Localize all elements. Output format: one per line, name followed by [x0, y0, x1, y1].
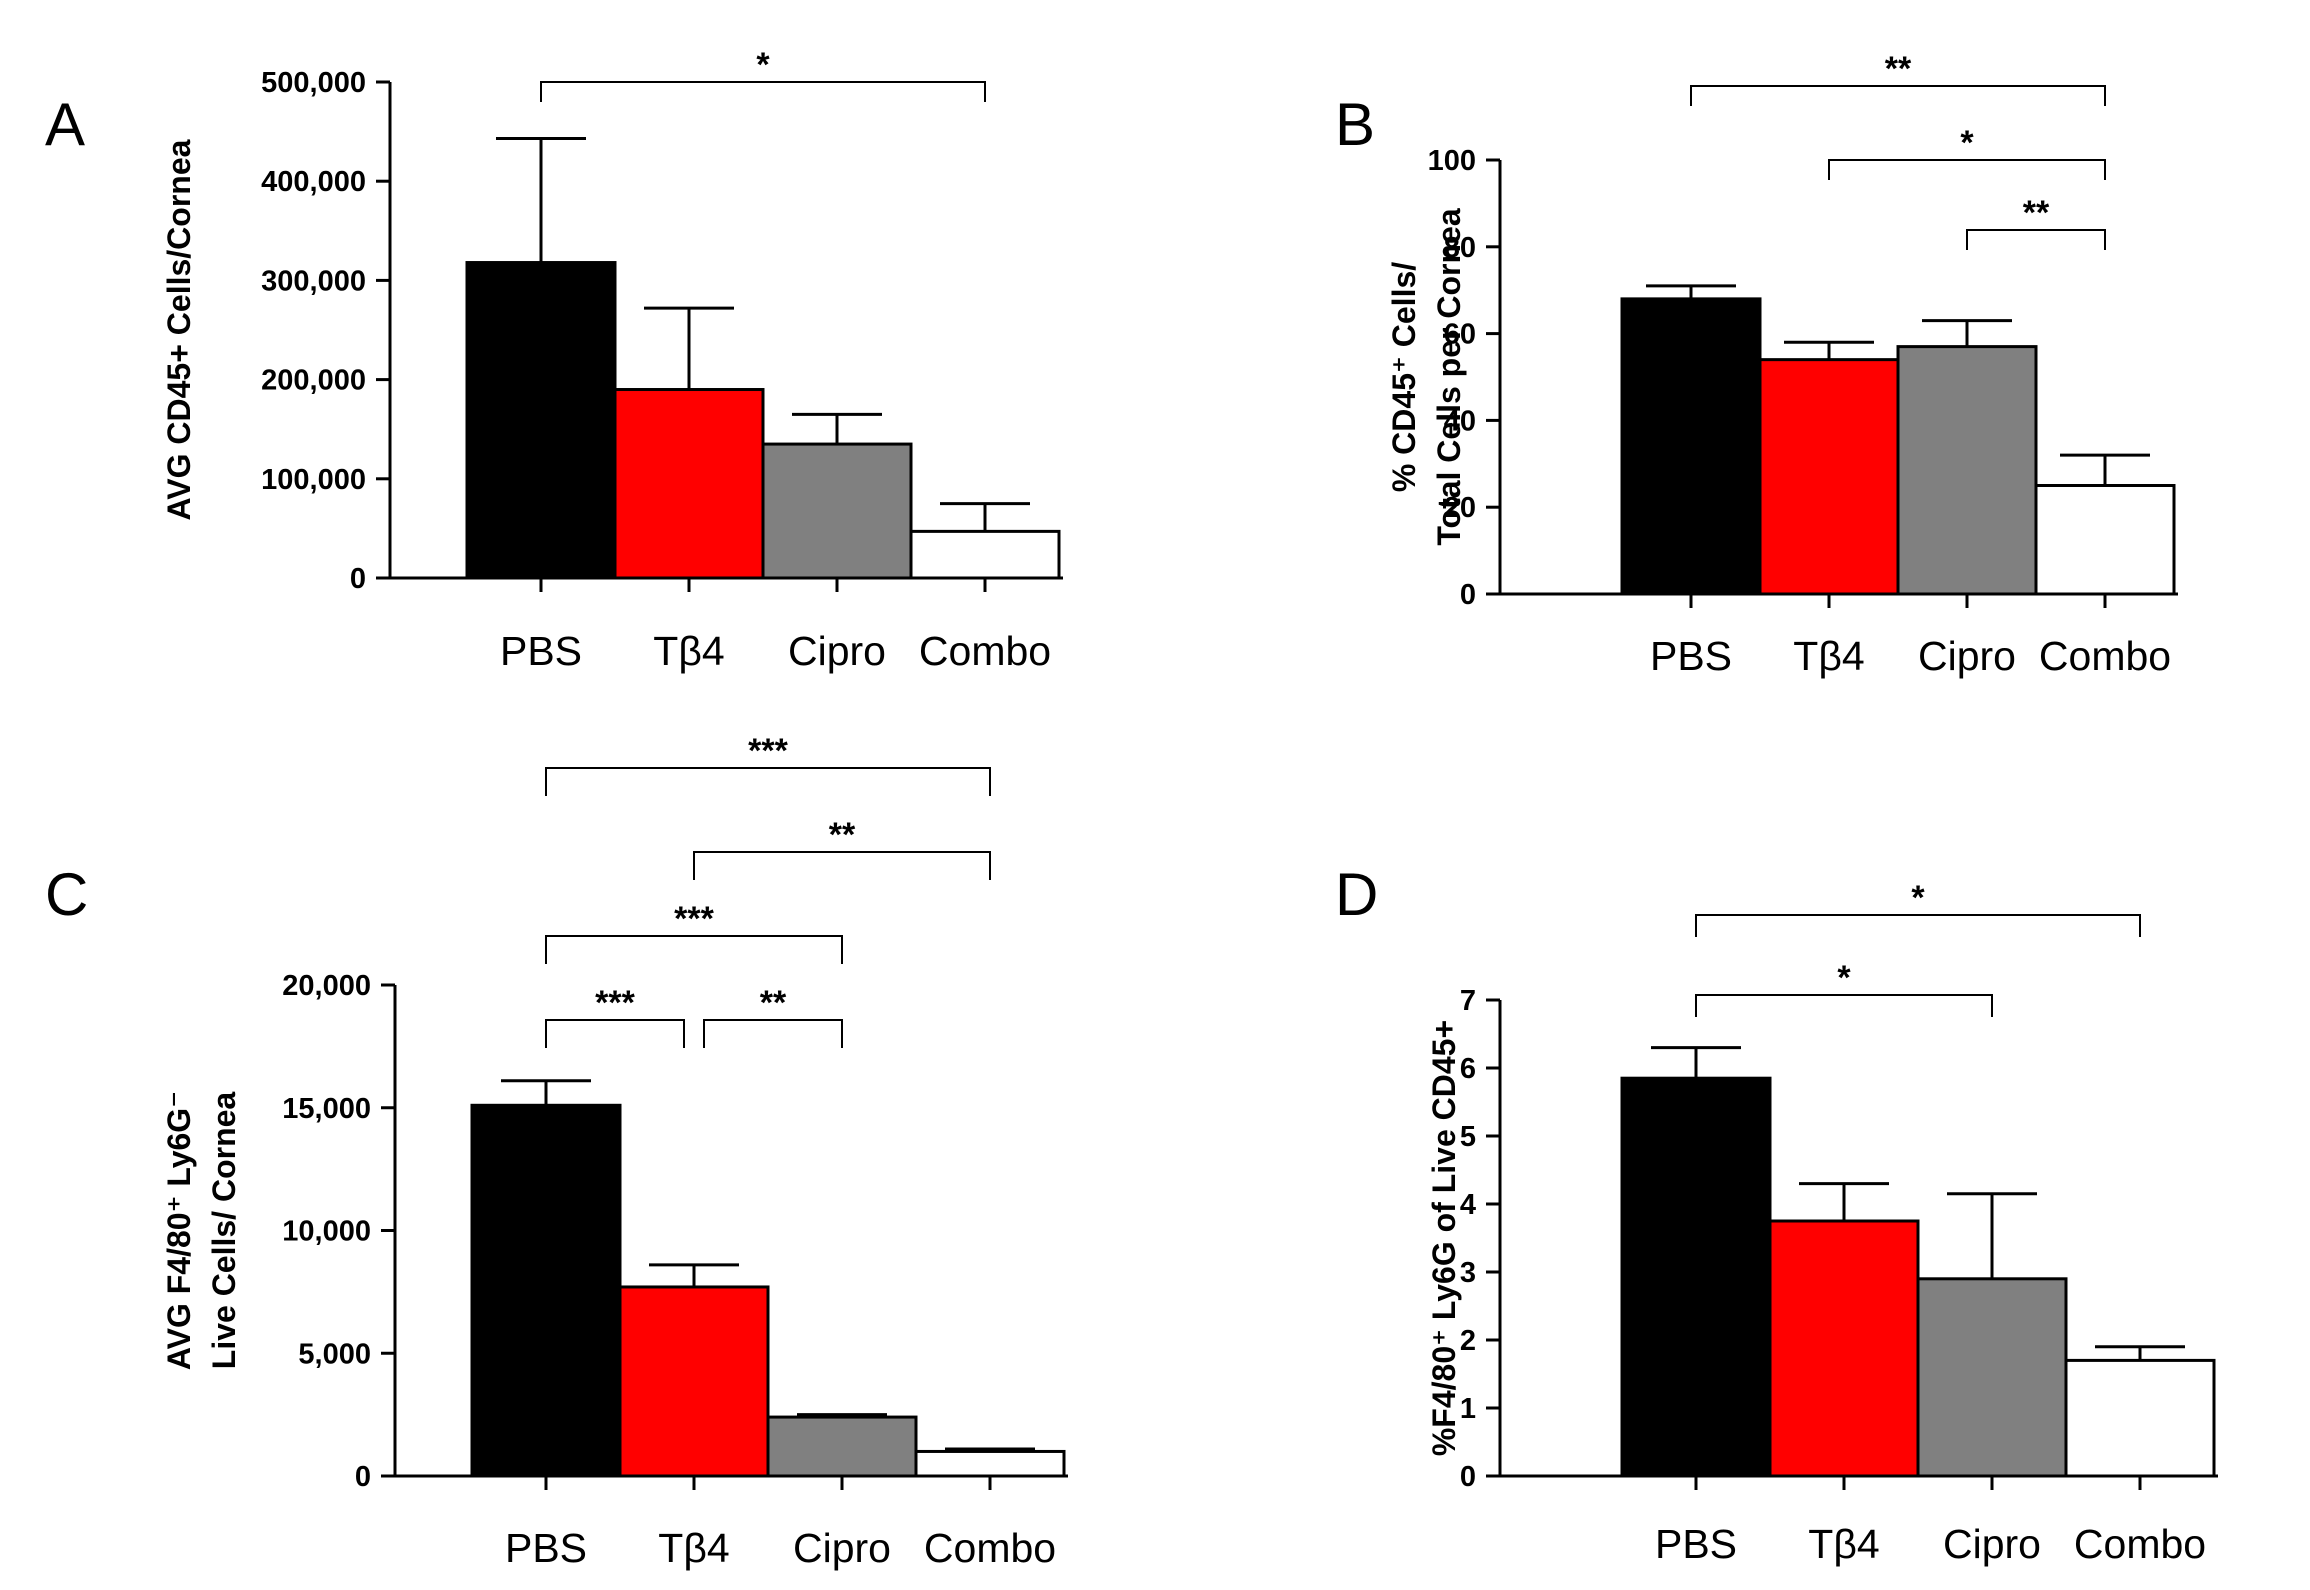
significance-label: ** [2023, 194, 2050, 232]
y-tick-label: 20 [1444, 492, 1476, 524]
y-tick-label: 100,000 [261, 464, 366, 496]
y-axis-label: Live Cells/ Cornea [206, 1092, 242, 1370]
significance-bracket [693, 851, 991, 880]
bar-tβ4 [613, 388, 765, 580]
bar-tβ4 [618, 1285, 770, 1478]
chart-panel-c: C 0 5,000 10,000 15,000 20,000 PBS Tβ4 Cipro Comb… [45, 732, 1068, 1571]
category-label: Combo [2074, 1521, 2206, 1567]
y-tick-label: 400,000 [261, 166, 366, 198]
y-tick-label: 0 [1460, 579, 1476, 611]
y-tick-label: 0 [350, 563, 366, 595]
bar-combo [2064, 1358, 2216, 1478]
category-label: Tβ4 [653, 628, 724, 674]
category-label: Cipro [1943, 1521, 2041, 1567]
y-axis-label: %F4/80⁺ Ly6G of Live CD45+ [1426, 1020, 1462, 1456]
category-label: Cipro [793, 1525, 891, 1571]
category-label: Combo [924, 1525, 1056, 1571]
bar-cipro [766, 1415, 918, 1478]
y-tick-label: 5 [1460, 1121, 1476, 1153]
significance-bracket [1966, 229, 2106, 250]
bar-pbs [470, 1103, 622, 1478]
y-axis-label: Total Cells per Cornea [1431, 208, 1467, 545]
bar-combo [2034, 484, 2176, 596]
bar-combo [909, 529, 1061, 580]
category-label: Tβ4 [1793, 633, 1864, 679]
significance-label: * [1911, 879, 1925, 917]
category-label: Combo [919, 628, 1051, 674]
significance-label: *** [674, 900, 714, 938]
y-tick-label: 20,000 [282, 970, 371, 1002]
y-tick-label: 7 [1460, 985, 1476, 1017]
bar-cipro [1916, 1277, 2068, 1478]
significance-label: * [756, 46, 770, 84]
y-tick-label: 500,000 [261, 67, 366, 99]
bar-cipro [761, 442, 913, 580]
bar-pbs [1620, 297, 1762, 596]
y-tick-label: 200,000 [261, 365, 366, 397]
significance-bracket [703, 1019, 843, 1048]
significance-label: *** [595, 984, 635, 1022]
significance-bracket [1690, 85, 2106, 106]
bar-combo [914, 1449, 1066, 1478]
bar-pbs [1620, 1076, 1772, 1478]
y-tick-label: 6 [1460, 1053, 1476, 1085]
y-tick-label: 0 [1460, 1461, 1476, 1493]
y-axis-label: AVG CD45+ Cells/Cornea [161, 139, 197, 520]
category-label: Combo [2039, 633, 2171, 679]
significance-bracket [1828, 159, 2106, 180]
panel-letter: A [45, 91, 85, 158]
category-label: PBS [505, 1525, 587, 1571]
y-tick-label: 4 [1460, 1189, 1476, 1221]
significance-bracket [545, 1019, 685, 1048]
category-label: PBS [500, 628, 582, 674]
bar-pbs [465, 261, 617, 580]
significance-label: *** [748, 732, 788, 770]
significance-bracket [545, 935, 843, 964]
y-axis-label: % CD45⁺ Cells/ [1386, 262, 1422, 492]
significance-label: ** [760, 984, 787, 1022]
y-tick-label: 15,000 [282, 1093, 371, 1125]
y-axis-label: AVG F4/80⁺ Ly6G⁻ [161, 1091, 197, 1370]
chart-panel-b: B 0 20 40 60 80 100 PBS Tβ4 Cipro Combo % CD45⁺ Cel… [1335, 50, 2178, 679]
y-tick-label: 60 [1444, 319, 1476, 351]
category-label: Cipro [1918, 633, 2016, 679]
panel-letter: D [1335, 861, 1378, 928]
significance-bracket [540, 81, 986, 102]
significance-label: ** [829, 816, 856, 854]
y-tick-label: 100 [1428, 145, 1476, 177]
bar-tβ4 [1768, 1219, 1920, 1478]
significance-label: * [1837, 959, 1851, 997]
chart-panel-d: D 0 1 2 3 4 5 6 7 PBS Tβ4 Cipro Combo %F4/80⁺ Ly6G of… [1335, 861, 2218, 1567]
y-tick-label: 1 [1460, 1393, 1476, 1425]
significance-bracket [1695, 914, 2141, 937]
y-tick-label: 0 [355, 1461, 371, 1493]
category-label: Cipro [788, 628, 886, 674]
y-tick-label: 3 [1460, 1257, 1476, 1289]
y-tick-label: 80 [1444, 232, 1476, 264]
significance-bracket [1695, 994, 1993, 1017]
chart-panel-a: A 0 100,000 200,000 300,000 400,000 500,000 PBS… [45, 46, 1063, 674]
category-label: PBS [1650, 633, 1732, 679]
y-tick-label: 10,000 [282, 1216, 371, 1248]
y-tick-label: 2 [1460, 1325, 1476, 1357]
y-tick-label: 40 [1444, 405, 1476, 437]
significance-label: ** [1885, 50, 1912, 88]
bar-cipro [1896, 345, 2038, 596]
y-tick-label: 300,000 [261, 265, 366, 297]
significance-bracket [545, 767, 991, 796]
bar-tβ4 [1758, 358, 1900, 596]
category-label: Tβ4 [658, 1525, 729, 1571]
y-tick-label: 5,000 [298, 1338, 371, 1370]
category-label: PBS [1655, 1521, 1737, 1567]
category-label: Tβ4 [1808, 1521, 1879, 1567]
panel-letter: C [45, 861, 88, 928]
significance-label: * [1960, 124, 1974, 162]
panel-letter: B [1335, 91, 1375, 158]
